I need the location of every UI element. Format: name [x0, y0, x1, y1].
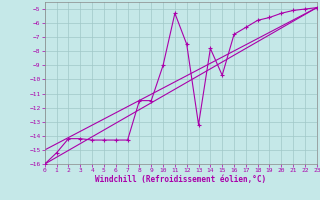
- X-axis label: Windchill (Refroidissement éolien,°C): Windchill (Refroidissement éolien,°C): [95, 175, 266, 184]
